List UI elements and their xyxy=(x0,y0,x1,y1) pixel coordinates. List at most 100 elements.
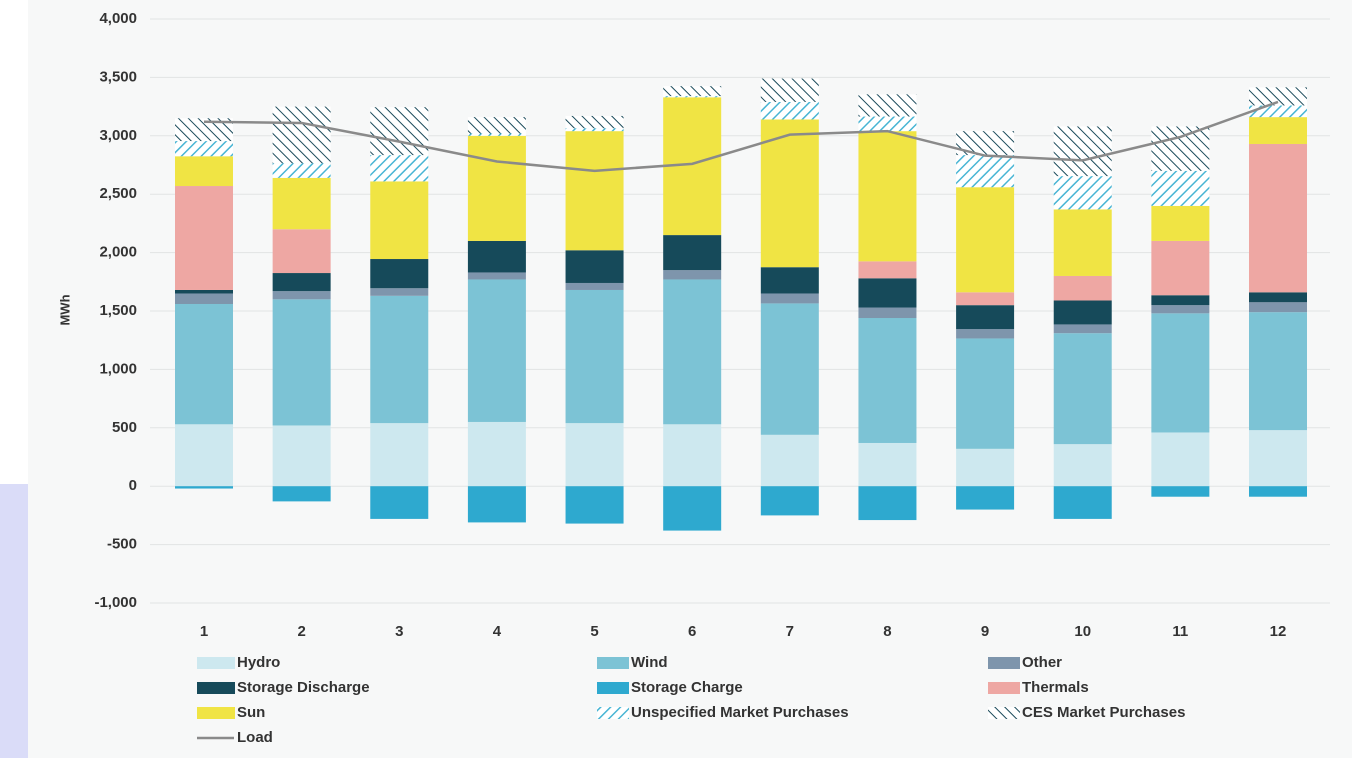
bar-segment xyxy=(858,307,917,319)
bar-segment xyxy=(175,156,233,187)
x-tick-label: 8 xyxy=(883,623,891,640)
bar-segment xyxy=(272,106,331,164)
bar-segment xyxy=(272,229,331,274)
bar-segment xyxy=(175,186,233,290)
bar-segment xyxy=(370,107,429,156)
y-tick-label: 3,000 xyxy=(99,127,137,144)
x-tick-label: 4 xyxy=(493,623,502,640)
y-tick-label: 3,500 xyxy=(99,68,137,85)
legend-label: Unspecified Market Purchases xyxy=(631,704,849,721)
x-tick-label: 10 xyxy=(1074,623,1091,640)
legend-swatch xyxy=(988,707,1020,719)
legend-label: Other xyxy=(1022,654,1062,671)
bar-segment xyxy=(1249,105,1307,118)
x-tick-label: 9 xyxy=(981,623,989,640)
bar-segment xyxy=(565,289,624,424)
bar-segment xyxy=(1151,305,1210,314)
legend-label: Thermals xyxy=(1022,679,1089,696)
bar-segment xyxy=(956,448,1015,487)
bar-segment xyxy=(565,282,624,290)
bar-segment xyxy=(858,486,917,521)
bar-segment xyxy=(663,486,722,531)
bar-segment xyxy=(175,118,233,142)
bar-segment xyxy=(858,318,917,443)
legend-label: Wind xyxy=(631,654,668,671)
bar-segment xyxy=(565,423,624,487)
legend-label: Hydro xyxy=(237,654,280,671)
bar-segment xyxy=(1053,333,1112,445)
y-tick-label: 2,000 xyxy=(99,244,137,261)
bar-segment xyxy=(272,291,331,300)
bar-segment xyxy=(956,329,1015,339)
bar-segment xyxy=(956,155,1015,188)
y-tick-label: 1,500 xyxy=(99,302,137,319)
bar-segment xyxy=(663,424,722,487)
bar-segment xyxy=(858,261,917,279)
bar-segment xyxy=(467,279,526,422)
x-tick-label: 2 xyxy=(297,623,305,640)
bar-segment xyxy=(370,423,429,487)
bar-segment xyxy=(956,292,1015,306)
legend-label: Storage Charge xyxy=(631,679,743,696)
bar-segment xyxy=(760,303,819,435)
y-tick-label: 500 xyxy=(112,419,137,436)
bar-segment xyxy=(1151,313,1210,433)
bar-segment xyxy=(467,486,526,523)
bar-segment xyxy=(272,299,331,426)
side-panel xyxy=(0,484,28,758)
bar-segment xyxy=(272,273,331,292)
bar-segment xyxy=(565,250,624,283)
bar-segment xyxy=(663,270,722,280)
x-tick-label: 1 xyxy=(200,623,208,640)
bar-segment xyxy=(1053,209,1112,276)
bar-segment xyxy=(565,131,624,251)
bar-segment xyxy=(1249,143,1307,293)
bar-segment xyxy=(370,155,429,182)
bar-segment xyxy=(467,135,526,241)
bar-segment xyxy=(956,338,1015,449)
bar-segment xyxy=(175,289,233,294)
bar-segment xyxy=(370,259,429,289)
y-tick-label: 0 xyxy=(129,477,137,494)
bar-segment xyxy=(175,303,233,425)
bar-segment xyxy=(370,181,429,260)
legend-swatch xyxy=(197,657,235,669)
bar-segment xyxy=(760,101,819,120)
legend-label: Sun xyxy=(237,704,265,721)
y-tick-label: 1,000 xyxy=(99,360,137,377)
bar-segment xyxy=(1151,486,1210,497)
bar-segment xyxy=(1249,312,1307,431)
y-tick-label: 4,000 xyxy=(99,10,137,27)
x-tick-label: 6 xyxy=(688,623,696,640)
bar-segment xyxy=(1053,444,1112,487)
bar-segment xyxy=(760,434,819,487)
legend-label: Load xyxy=(237,729,273,746)
bar-segment xyxy=(175,293,233,304)
bar-segment xyxy=(1151,205,1210,241)
bar-segment xyxy=(663,96,722,98)
bar-segment xyxy=(663,279,722,425)
bar-segment xyxy=(858,278,917,308)
bar-segment xyxy=(272,486,331,502)
bar-segment xyxy=(858,131,917,262)
bar-segment xyxy=(858,442,917,487)
bar-segment xyxy=(1249,486,1307,497)
y-axis-label: MWh xyxy=(57,294,72,325)
x-tick-label: 3 xyxy=(395,623,403,640)
bar-segment xyxy=(760,267,819,294)
bar-segment xyxy=(663,235,722,271)
y-tick-label: -500 xyxy=(107,536,137,553)
bar-segment xyxy=(663,86,722,97)
bar-segment xyxy=(370,295,429,424)
legend-label: Storage Discharge xyxy=(237,679,370,696)
bar-segment xyxy=(467,133,526,136)
bar-segment xyxy=(1053,324,1112,334)
bar-segment xyxy=(175,424,233,487)
bar-segment xyxy=(1249,430,1307,487)
bar-segment xyxy=(272,177,331,230)
legend-label: CES Market Purchases xyxy=(1022,704,1185,721)
bar-segment xyxy=(1151,126,1210,171)
bar-segment xyxy=(175,486,233,489)
bar-segment xyxy=(467,240,526,273)
x-tick-label: 12 xyxy=(1270,623,1287,640)
